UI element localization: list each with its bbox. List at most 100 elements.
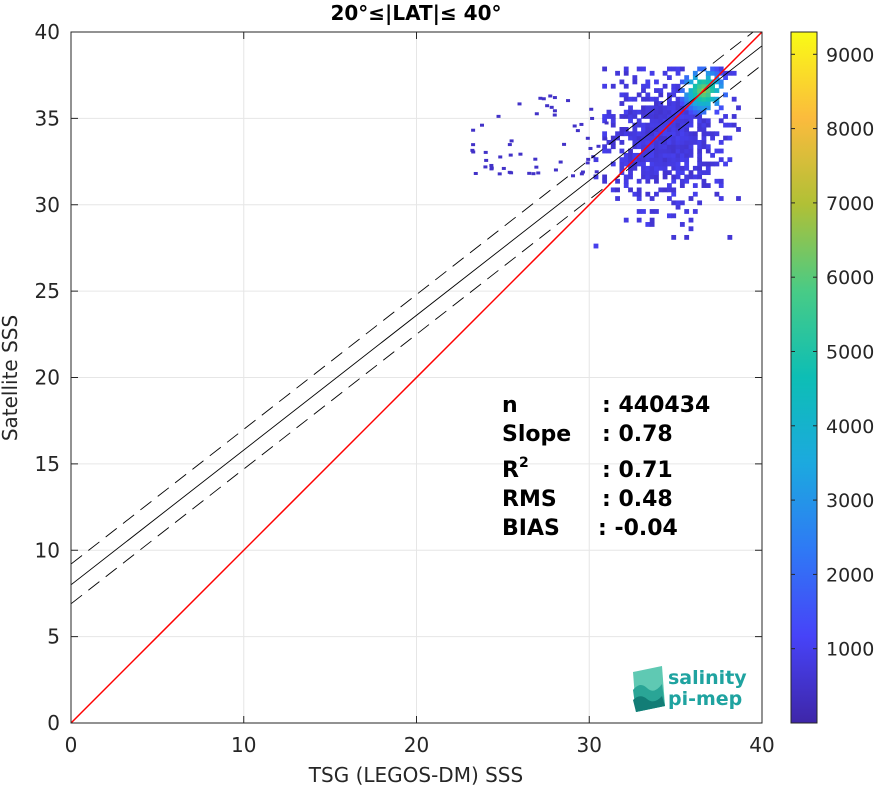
density-cell (636, 118, 642, 124)
density-cell (714, 148, 720, 154)
density-cell (632, 79, 638, 85)
density-cell (623, 217, 629, 223)
density-cell-sparse (553, 168, 558, 172)
density-cell (679, 79, 685, 85)
density-cell (675, 157, 681, 163)
density-cell (649, 70, 655, 76)
density-cell (649, 105, 655, 111)
density-cell (688, 196, 694, 201)
density-cell-sparse (545, 104, 550, 108)
density-cell (705, 75, 711, 81)
density-cell (675, 83, 681, 89)
density-cell-sparse (496, 114, 501, 118)
density-cell (641, 174, 646, 180)
density-cell (688, 109, 694, 115)
density-cell (666, 148, 672, 154)
density-cell (714, 101, 720, 106)
density-cell (697, 165, 703, 171)
density-cell (718, 105, 724, 111)
density-cell (649, 96, 655, 102)
density-cell (675, 101, 681, 106)
salinity-pi-mep-logo: salinity pi-mep (633, 666, 747, 712)
density-cell (658, 148, 664, 154)
density-cell (662, 114, 668, 119)
density-cell (692, 70, 698, 76)
density-cell (701, 83, 707, 89)
density-cell-sparse (483, 150, 488, 154)
density-cell-sparse (471, 150, 476, 154)
density-cell (615, 131, 620, 137)
density-cell (671, 174, 677, 180)
density-cell (666, 157, 672, 163)
stat-r2-base: R (502, 458, 519, 483)
density-cell (666, 196, 672, 201)
density-cell (705, 122, 711, 128)
density-cell-sparse (588, 146, 593, 150)
density-cell (727, 234, 733, 240)
density-cell (610, 139, 616, 145)
density-cell (636, 139, 642, 145)
logo-line1: salinity (668, 667, 747, 689)
density-cell (692, 191, 698, 197)
density-cell (705, 92, 711, 98)
density-cell (731, 122, 737, 128)
density-cell (714, 178, 720, 184)
density-cell (662, 144, 668, 150)
density-cell (697, 88, 703, 93)
density-cell (623, 131, 629, 137)
density-cell (645, 92, 651, 98)
density-cell (701, 178, 707, 184)
y-tick-label: 40 (35, 20, 60, 44)
density-cell (727, 157, 733, 163)
stat-bias-value: : -0.04 (598, 516, 678, 541)
x-tick-label: 10 (231, 733, 256, 757)
density-cell (623, 152, 629, 158)
density-cell-sparse (580, 170, 585, 174)
y-tick-label: 25 (35, 279, 60, 303)
stat-r2-label: R2 (502, 455, 529, 483)
density-cell (649, 131, 655, 137)
density-cell-sparse (489, 163, 494, 167)
density-cell (692, 105, 698, 111)
density-cell (688, 226, 694, 232)
density-cell (645, 122, 651, 128)
density-cell (662, 118, 668, 124)
density-cell (688, 144, 694, 150)
density-cell (636, 196, 642, 201)
density-cell (606, 109, 612, 115)
density-cell (628, 174, 633, 180)
density-cell (623, 183, 629, 188)
density-cell (675, 152, 681, 158)
density-cell (666, 161, 672, 167)
density-cell (654, 114, 659, 119)
stat-n-label: n (502, 393, 518, 418)
density-cell (710, 70, 715, 76)
y-tick-label: 20 (35, 366, 60, 390)
density-cell (701, 118, 707, 124)
stat-slope-value: : 0.78 (602, 422, 673, 447)
density-cell (662, 157, 668, 163)
density-cell (636, 66, 642, 72)
density-cell (671, 234, 677, 240)
density-cell (658, 165, 664, 171)
density-cell (714, 109, 720, 115)
density-cell (705, 79, 711, 85)
density-cell (688, 170, 694, 176)
density-cell (623, 70, 629, 76)
density-cell (675, 170, 681, 176)
density-cell (632, 191, 638, 197)
density-cell-sparse (498, 155, 503, 159)
density-cell-sparse (541, 97, 546, 101)
density-cell-sparse (484, 158, 489, 162)
density-cell (723, 92, 728, 98)
density-cell (641, 209, 646, 214)
density-cell (692, 83, 698, 89)
density-cell (688, 148, 694, 154)
density-cell (658, 105, 664, 111)
density-cell (679, 222, 685, 227)
density-cell-sparse (509, 139, 514, 143)
density-cell (688, 217, 694, 223)
density-cell (658, 92, 664, 98)
density-cell (654, 96, 659, 102)
